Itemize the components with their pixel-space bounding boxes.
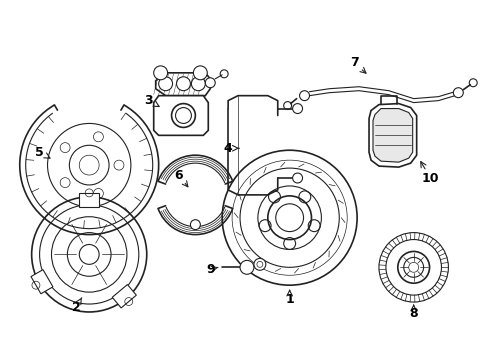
Text: 3: 3	[144, 94, 153, 107]
Text: 8: 8	[408, 307, 417, 320]
Circle shape	[299, 91, 309, 100]
Polygon shape	[79, 193, 99, 207]
Circle shape	[190, 220, 200, 230]
Circle shape	[193, 66, 207, 80]
Circle shape	[205, 78, 215, 88]
Circle shape	[256, 261, 263, 267]
Text: 4: 4	[224, 142, 232, 155]
Circle shape	[158, 77, 172, 91]
Text: 2: 2	[72, 301, 81, 314]
Text: 6: 6	[174, 168, 183, 181]
Text: 5: 5	[35, 146, 44, 159]
Circle shape	[176, 77, 190, 91]
Text: 1: 1	[285, 293, 293, 306]
Polygon shape	[153, 96, 208, 135]
Text: 10: 10	[421, 171, 438, 185]
Circle shape	[452, 88, 462, 98]
Polygon shape	[368, 104, 416, 167]
Circle shape	[153, 66, 167, 80]
Polygon shape	[155, 73, 210, 96]
Circle shape	[171, 104, 195, 127]
Circle shape	[191, 77, 205, 91]
Circle shape	[253, 258, 265, 270]
Text: 9: 9	[205, 263, 214, 276]
Polygon shape	[112, 284, 136, 308]
Circle shape	[292, 104, 302, 113]
Text: 7: 7	[349, 57, 358, 69]
Polygon shape	[372, 109, 412, 162]
Circle shape	[292, 173, 302, 183]
Polygon shape	[31, 270, 53, 294]
Circle shape	[175, 108, 191, 123]
Circle shape	[240, 260, 253, 274]
